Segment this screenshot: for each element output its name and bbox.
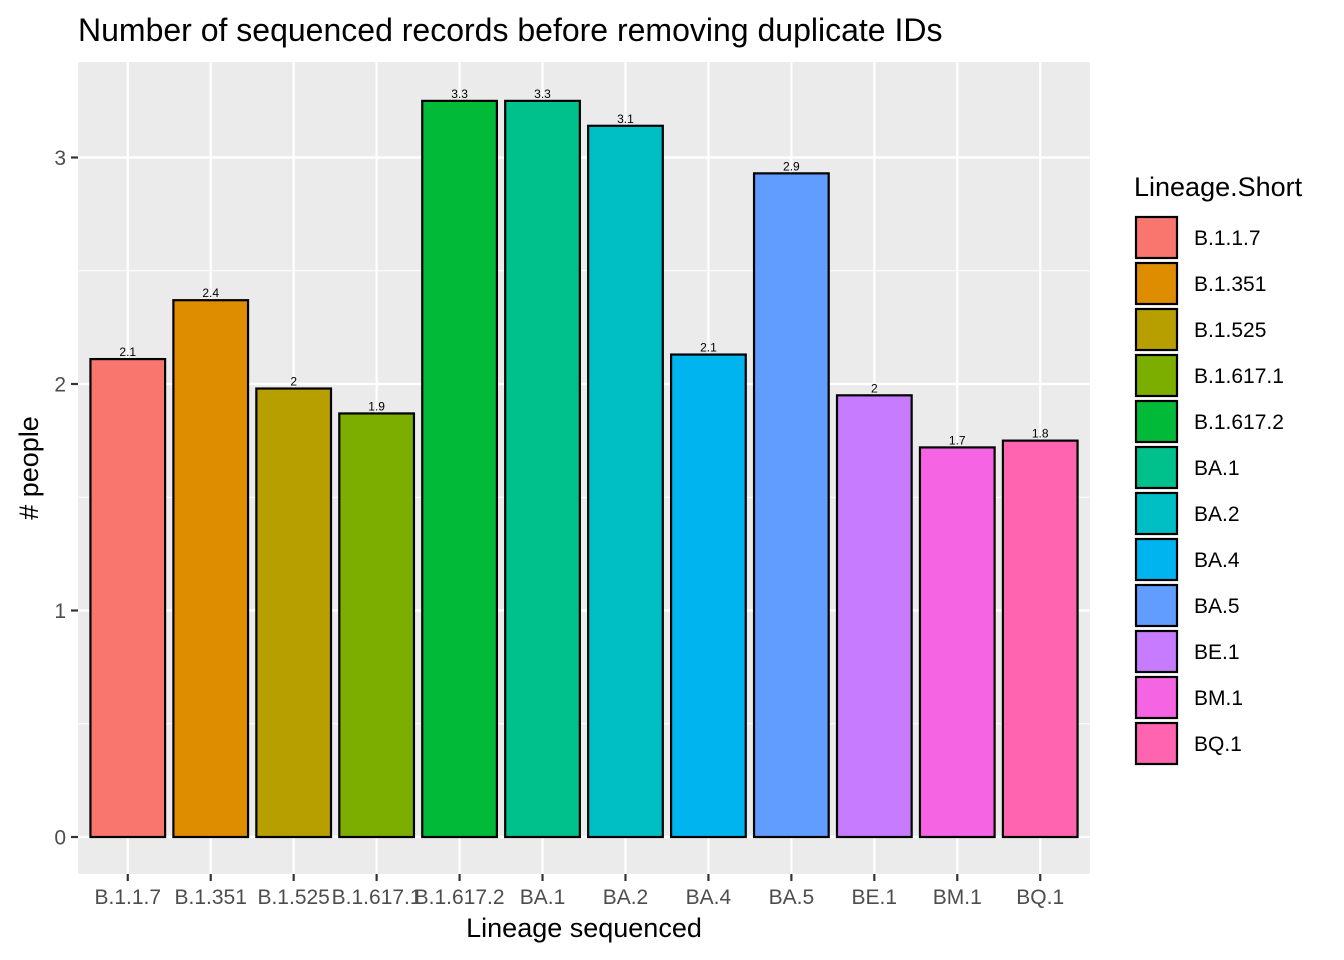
- x-tick-label: BQ.1: [1016, 886, 1064, 909]
- legend-items: B.1.1.7 B.1.351 B.1.525 B.1.617.1 B.1.617.2 B…: [1134, 215, 1284, 766]
- y-tick-label: 2: [54, 374, 66, 397]
- x-axis-title: Lineage sequenced: [466, 913, 702, 943]
- legend-label: BA.4: [1194, 549, 1240, 572]
- y-axis-title: # people: [14, 416, 44, 520]
- bar-bm-1: [918, 446, 996, 839]
- x-tick-label: B.1.351: [175, 886, 247, 909]
- x-tick-label: BA.1: [520, 886, 566, 909]
- bars: [89, 99, 1079, 839]
- bar-value-label: 2.4: [202, 286, 219, 300]
- legend-swatch: [1134, 445, 1179, 490]
- bar-ba-1: [504, 99, 581, 839]
- y-tick-label: 1: [54, 600, 66, 623]
- bar-be-1: [835, 394, 913, 839]
- legend-label: B.1.617.2: [1194, 411, 1284, 434]
- legend-label: B.1.1.7: [1194, 227, 1261, 250]
- legend-swatch: [1134, 399, 1179, 444]
- y-axis: 0 1 2 3: [54, 147, 78, 850]
- legend-swatch: [1134, 675, 1179, 720]
- legend-label: B.1.525: [1194, 319, 1266, 342]
- legend-label: BA.2: [1194, 503, 1240, 526]
- bar-b-1-525: [255, 387, 333, 839]
- bar-value-label: 3.1: [617, 112, 634, 126]
- legend-swatch: [1134, 629, 1179, 674]
- legend-label: BM.1: [1194, 687, 1243, 710]
- legend-label: B.1.351: [1194, 273, 1266, 296]
- chart-title: Number of sequenced records before remov…: [78, 12, 942, 48]
- x-tick-label: B.1.617.2: [415, 886, 505, 909]
- bar-ba-4: [669, 353, 747, 839]
- bar-value-label: 2.1: [119, 345, 136, 359]
- legend-swatch: [1134, 215, 1179, 260]
- legend-swatch: [1134, 537, 1179, 582]
- legend-swatch: [1134, 353, 1179, 398]
- y-tick-label: 0: [54, 827, 66, 850]
- legend-label: BQ.1: [1194, 733, 1242, 756]
- legend-swatch: [1134, 307, 1179, 352]
- x-tick-label: BA.2: [603, 886, 649, 909]
- bar-value-label: 2.1: [700, 341, 717, 355]
- legend-swatch: [1134, 583, 1179, 628]
- bar-b-1-617-1: [338, 412, 416, 839]
- x-axis: B.1.1.7 B.1.351 B.1.525 B.1.617.1B.1.617.2 B…: [94, 874, 1064, 909]
- bar-b-1-1-7: [89, 357, 167, 839]
- legend-label: BA.1: [1194, 457, 1240, 480]
- bar-b-1-351: [172, 299, 250, 839]
- legend-label: BA.5: [1194, 595, 1240, 618]
- x-tick-label: B.1.617.1: [332, 886, 422, 909]
- x-tick-label: BA.5: [769, 886, 815, 909]
- legend-title: Lineage.Short: [1134, 172, 1303, 202]
- x-tick-label: B.1.525: [257, 886, 329, 909]
- y-tick-label: 3: [54, 147, 66, 170]
- bar-ba-5: [752, 172, 830, 839]
- bar-bq-1: [1001, 439, 1079, 839]
- bar-ba-2: [587, 124, 664, 839]
- legend: Lineage.Short B.1.1.7 B.1.351 B.1.525 B.1.6…: [1134, 172, 1303, 766]
- bar-value-label: 2: [290, 375, 297, 389]
- bar-value-label: 1.8: [1032, 427, 1049, 441]
- bar-value-label: 2: [871, 381, 878, 395]
- legend-swatch: [1134, 491, 1179, 536]
- x-tick-label: B.1.1.7: [94, 886, 161, 909]
- x-tick-label: BM.1: [933, 886, 982, 909]
- legend-label: BE.1: [1194, 641, 1240, 664]
- bar-value-label: 3.3: [451, 87, 468, 101]
- bar-value-label: 2.9: [783, 159, 800, 173]
- bar-value-label: 3.3: [534, 87, 551, 101]
- legend-swatch: [1134, 721, 1179, 766]
- bar-value-label: 1.7: [949, 433, 966, 447]
- x-tick-label: BA.4: [686, 886, 732, 909]
- legend-swatch: [1134, 261, 1179, 306]
- bar-value-labels: 2.1 2.4 2 1.9 3.3 3.3 3.1 2.1 2.9 2 1.7 1.8: [119, 87, 1048, 448]
- x-tick-label: BE.1: [852, 886, 898, 909]
- bar-b-1-617-2: [421, 99, 499, 839]
- legend-label: B.1.617.1: [1194, 365, 1284, 388]
- bar-value-label: 1.9: [368, 399, 385, 413]
